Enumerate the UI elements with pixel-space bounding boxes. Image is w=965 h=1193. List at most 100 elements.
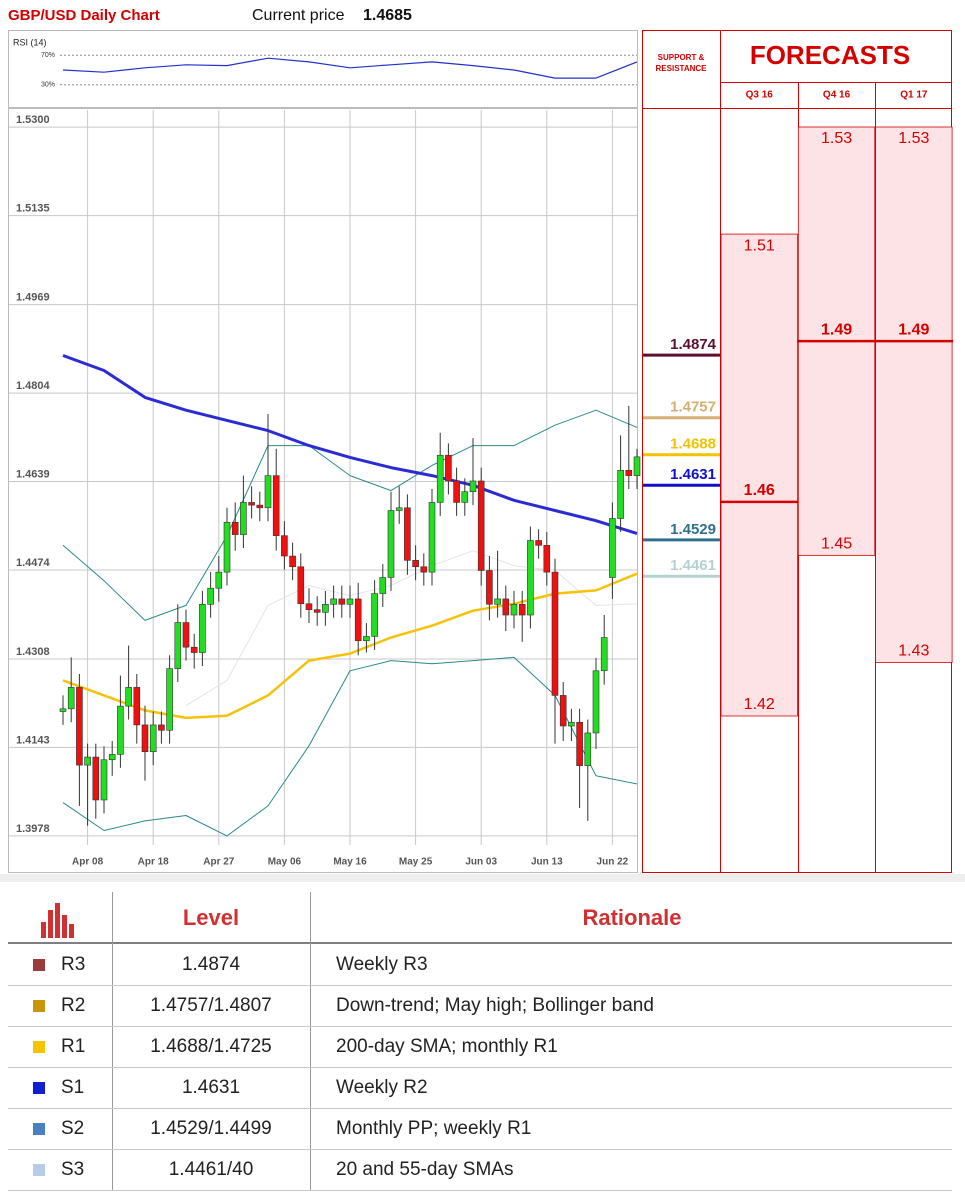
candle-body <box>256 504 264 509</box>
candle-body <box>330 598 337 605</box>
level-label: 1.4461 <box>670 557 716 574</box>
candle-body <box>617 469 624 519</box>
x-tick-label: Jun 22 <box>597 857 629 868</box>
forecast-mid-label: 1.46 <box>744 482 775 499</box>
candle-body <box>477 480 485 571</box>
level-label: 1.4631 <box>670 466 716 483</box>
candle-body <box>240 502 247 535</box>
candle-body <box>264 475 272 509</box>
candle-body <box>502 598 510 616</box>
candle-body <box>486 570 493 605</box>
candle-body <box>576 721 583 766</box>
candle-body <box>117 705 124 755</box>
candle-body <box>527 540 534 616</box>
candle-body <box>67 687 75 710</box>
y-tick-label: 1.4804 <box>16 380 51 392</box>
line <box>62 409 638 621</box>
legend-swatch <box>33 959 45 971</box>
forecast-high: 1.53 <box>898 130 929 147</box>
candle-body <box>84 756 91 766</box>
x-tick-label: Apr 18 <box>138 857 170 868</box>
y-tick-label: 1.4143 <box>16 734 50 746</box>
candle-body <box>207 587 214 605</box>
candle-body <box>59 708 67 712</box>
forecast-mid-label: 1.49 <box>898 321 929 338</box>
candle-body <box>149 724 157 753</box>
candle-body <box>313 609 321 613</box>
row-label: R2 <box>61 995 85 1016</box>
row-label: S1 <box>61 1077 84 1098</box>
line <box>185 550 638 707</box>
candle-body <box>322 603 329 613</box>
level-label: 1.4757 <box>670 399 716 416</box>
line <box>62 572 638 720</box>
candle-body <box>272 475 280 536</box>
candle-body <box>510 603 518 616</box>
y-tick-label: 1.4969 <box>16 292 50 304</box>
y-tick-label: 1.4474 <box>16 557 51 569</box>
legend-swatch <box>33 1000 45 1012</box>
candle-body <box>428 502 436 573</box>
table-icon <box>41 903 74 938</box>
candle-body <box>76 687 83 766</box>
candle-body <box>92 756 100 801</box>
legend-swatch <box>33 1123 45 1135</box>
column-header: Q4 16 <box>823 90 851 101</box>
table-header: Level <box>183 905 239 930</box>
chart-title: GBP/USD Daily Chart <box>8 7 160 24</box>
x-tick-label: Apr 08 <box>72 857 104 868</box>
candle-body <box>420 566 428 573</box>
candle-body <box>494 598 501 605</box>
x-tick-label: May 06 <box>268 857 302 868</box>
candle-body <box>223 521 231 573</box>
candle-body <box>445 454 452 482</box>
row-label: S3 <box>61 1159 84 1180</box>
rsi-panel <box>8 30 638 108</box>
legend-swatch <box>33 1164 45 1176</box>
y-tick-label: 1.5135 <box>16 203 50 215</box>
candle-body <box>199 603 206 653</box>
candle-body <box>133 687 141 726</box>
candle-body <box>354 598 362 642</box>
legend-swatch <box>33 1082 45 1094</box>
candle-body <box>182 622 190 648</box>
candle-body <box>297 566 305 605</box>
level-label: 1.4688 <box>670 436 716 453</box>
candle-body <box>436 454 444 503</box>
row-rationale: Down-trend; May high; Bollinger band <box>336 995 654 1016</box>
candle-body <box>248 502 255 506</box>
candle-body <box>363 636 370 642</box>
candle-body <box>125 687 132 707</box>
y-tick-label: 70% <box>41 52 55 59</box>
row-level: 1.4631 <box>182 1077 240 1098</box>
y-tick-label: 30% <box>41 82 55 89</box>
candle-body <box>518 603 526 616</box>
current-price-label: Current price <box>252 7 345 24</box>
line <box>62 57 638 79</box>
row-level: 1.4461/40 <box>169 1159 254 1180</box>
x-tick-label: May 25 <box>399 857 433 868</box>
candle-body <box>108 754 116 761</box>
level-label: 1.4529 <box>670 521 716 538</box>
current-price: 1.4685 <box>363 7 412 24</box>
row-level: 1.4874 <box>182 954 241 975</box>
candle-body <box>379 577 387 594</box>
forecast-title: FORECASTS <box>750 40 910 70</box>
candle-body <box>535 540 542 546</box>
candle-body <box>346 598 354 605</box>
column-header: Q1 17 <box>900 90 928 101</box>
row-rationale: Monthly PP; weekly R1 <box>336 1118 531 1139</box>
candle-body <box>338 598 346 605</box>
x-tick-label: Apr 27 <box>203 857 235 868</box>
forecast-range <box>875 126 953 663</box>
forecast-low: 1.45 <box>821 536 852 553</box>
candle-body <box>609 518 616 578</box>
candle-body <box>174 622 182 669</box>
line <box>62 656 638 837</box>
forecast-range <box>720 233 798 717</box>
row-rationale: Weekly R2 <box>336 1077 428 1098</box>
rsi-title: RSI (14) <box>13 37 47 47</box>
forecast-high: 1.53 <box>821 130 852 147</box>
